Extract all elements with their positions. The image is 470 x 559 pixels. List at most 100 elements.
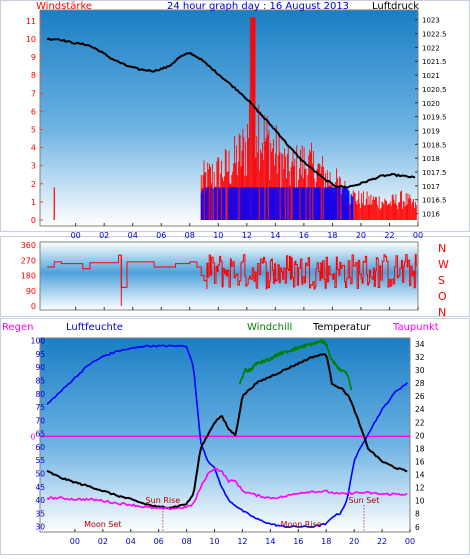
x-tick-label: 00 [405, 537, 415, 546]
dewpoint-label: Taupunkt [392, 322, 439, 333]
wind-tick-label: 0 [31, 216, 36, 225]
x-tick-label: 00 [71, 231, 81, 240]
humidity-tick-label: 30 [35, 523, 45, 532]
temperature-tick-label: 32 [415, 353, 425, 362]
temperature-line [46, 353, 408, 509]
windchill-line [238, 338, 353, 391]
temperature-tick-label: 16 [415, 457, 425, 466]
compass-label: W [438, 258, 449, 271]
x-tick-label: 06 [154, 537, 164, 546]
wind-tick-label: 10 [26, 35, 36, 44]
direction-tick-label: 90 [26, 287, 36, 296]
compass-label: N [438, 306, 446, 319]
x-tick-label: 02 [98, 537, 108, 546]
pressure-tick-label: 1023 [422, 17, 440, 25]
humidity-tick-label: 65 [35, 430, 45, 439]
x-tick-label: 12 [237, 537, 247, 546]
x-tick-label: 12 [242, 231, 252, 240]
x-tick-label: 00 [413, 231, 423, 240]
temperature-tick-label: 26 [415, 392, 425, 401]
temperature-tick-label: 12 [415, 484, 425, 493]
pressure-tick-label: 1016 [422, 211, 440, 219]
temperature-tick-label: 24 [415, 405, 425, 414]
x-tick-label: 16 [299, 231, 309, 240]
humidity-tick-label: 35 [35, 509, 45, 518]
direction-tick-label: 0 [31, 302, 36, 311]
pressure-line [46, 37, 416, 189]
wind-axis-label: Windstärke [36, 1, 92, 12]
temperature-tick-label: 14 [415, 471, 425, 480]
humidity-tick-label: 75 [35, 403, 45, 412]
humidity-label: Luftfeuchte [66, 322, 123, 333]
direction-tick-label: 360 [21, 241, 36, 250]
x-tick-label: 06 [156, 231, 166, 240]
wind-tick-label: 6 [31, 107, 36, 116]
pressure-tick-label: 1019.5 [422, 114, 447, 122]
x-tick-label: 08 [182, 537, 192, 546]
temperature-tick-label: 10 [415, 497, 425, 506]
pressure-tick-label: 1020.5 [422, 86, 447, 94]
panel2-plot-area [39, 241, 419, 311]
x-tick-label: 18 [321, 537, 331, 546]
humidity-tick-label: 60 [35, 443, 45, 452]
humidity-tick-label: 50 [35, 470, 45, 479]
x-tick-label: 22 [384, 231, 394, 240]
temperature-label: Temperatur [312, 322, 371, 333]
temperature-tick-label: 28 [415, 379, 425, 388]
compass-label: N [438, 242, 446, 255]
wind-tick-label: 3 [31, 162, 36, 171]
rain-value-label: 0 [30, 432, 35, 441]
wind-tick-label: 5 [31, 125, 36, 134]
pressure-tick-label: 1017 [422, 183, 440, 191]
pressure-axis-label: Luftdruck [372, 1, 419, 12]
x-tick-label: 10 [209, 537, 219, 546]
temperature-tick-label: 34 [415, 340, 425, 349]
humidity-tick-label: 45 [35, 483, 45, 492]
humidity-tick-label: 40 [35, 496, 45, 505]
rain-label: Regen [2, 322, 34, 333]
pressure-tick-label: 1022 [422, 44, 440, 52]
astronomy-annotation: Moon Rise [281, 520, 322, 529]
x-tick-label: 02 [99, 231, 109, 240]
wind-direction-line [47, 253, 417, 290]
humidity-tick-label: 55 [35, 456, 45, 465]
direction-tick-label: 270 [21, 256, 36, 265]
temperature-tick-label: 18 [415, 444, 425, 453]
direction-tick-label: 180 [21, 272, 36, 281]
humidity-tick-label: 90 [35, 363, 45, 372]
pressure-tick-label: 1022.5 [422, 31, 447, 39]
wind-tick-label: 4 [31, 144, 36, 153]
compass-label: O [438, 290, 447, 303]
humidity-tick-label: 95 [35, 350, 45, 359]
humidity-tick-label: 70 [35, 416, 45, 425]
wind-tick-label: 7 [31, 89, 36, 98]
humidity-tick-label: 80 [35, 390, 45, 399]
windchill-label: Windchill [247, 322, 292, 333]
humidity-line [46, 344, 408, 529]
temperature-tick-label: 22 [415, 418, 425, 427]
astronomy-annotation: Sun Rise [146, 496, 181, 505]
humidity-tick-label: 85 [35, 377, 45, 386]
pressure-tick-label: 1016.5 [422, 197, 447, 205]
astronomy-annotation: Sun Set [348, 496, 379, 505]
wind-tick-label: 8 [31, 71, 36, 80]
pressure-tick-label: 1021.5 [422, 58, 447, 66]
x-tick-label: 22 [377, 537, 387, 546]
pressure-tick-label: 1019 [422, 127, 440, 135]
x-tick-label: 20 [349, 537, 359, 546]
x-tick-label: 04 [128, 231, 138, 240]
x-tick-label: 16 [293, 537, 303, 546]
wind-tick-label: 11 [26, 17, 36, 26]
x-tick-label: 20 [356, 231, 366, 240]
pressure-tick-label: 1018.5 [422, 141, 447, 149]
x-tick-label: 14 [265, 537, 275, 546]
temperature-tick-label: 20 [415, 431, 425, 440]
wind-tick-label: 9 [31, 53, 36, 62]
pressure-tick-label: 1020 [422, 100, 440, 108]
compass-label: S [438, 274, 445, 287]
pressure-tick-label: 1018 [422, 155, 440, 163]
astronomy-annotation: Moon Set [84, 520, 121, 529]
x-tick-label: 10 [213, 231, 223, 240]
